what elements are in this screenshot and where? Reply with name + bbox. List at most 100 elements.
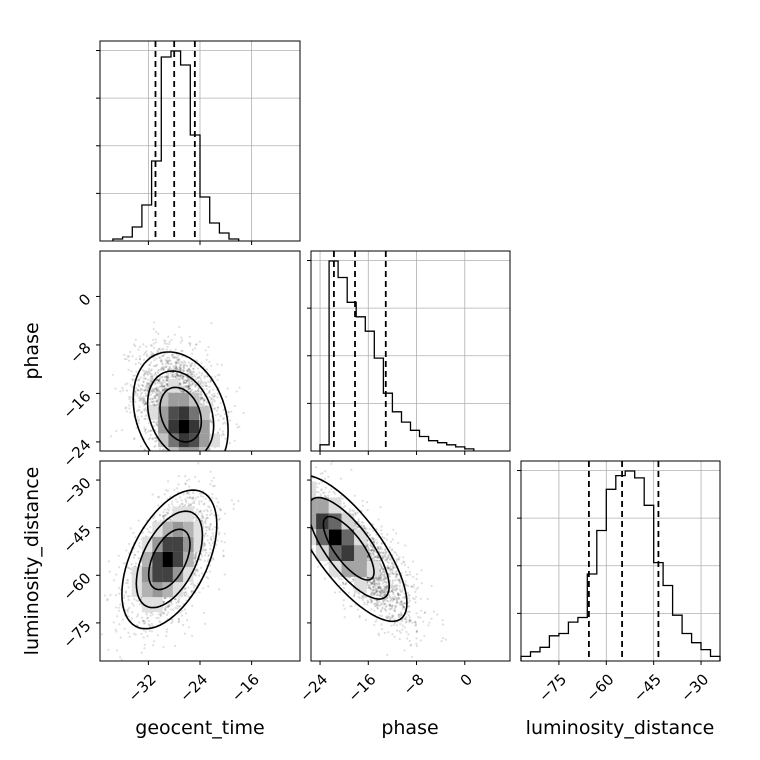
sample-point: [226, 387, 229, 390]
sample-point: [167, 368, 170, 371]
sample-point: [203, 542, 206, 545]
density-cell: [172, 582, 184, 598]
sample-point: [195, 511, 198, 514]
sample-point: [161, 389, 165, 393]
sample-point: [156, 349, 159, 352]
sample-point: [142, 401, 145, 404]
sample-point: [377, 604, 380, 607]
sample-point: [155, 389, 159, 392]
panel-frame: [99, 40, 301, 242]
sample-point: [367, 556, 370, 559]
sample-point: [203, 375, 206, 378]
sample-point: [125, 410, 128, 413]
sample-point: [212, 452, 214, 454]
sample-point: [134, 389, 137, 393]
sample-point: [370, 582, 373, 585]
sample-point: [206, 516, 209, 520]
sample-point: [164, 366, 167, 369]
sample-point: [190, 384, 193, 387]
sample-point: [160, 358, 163, 361]
sample-point: [142, 369, 145, 372]
sample-point: [142, 353, 145, 356]
sample-point: [174, 361, 177, 364]
sample-point: [159, 621, 162, 624]
sample-point: [138, 621, 141, 624]
sample-point: [161, 458, 163, 460]
sample-point: [95, 651, 97, 653]
sample-point: [157, 368, 160, 372]
sample-point: [414, 595, 418, 598]
sample-point: [179, 389, 182, 392]
sample-point: [170, 375, 173, 378]
sample-point: [155, 391, 158, 394]
sample-point: [123, 358, 126, 361]
sample-point: [210, 322, 213, 325]
sample-point: [202, 399, 206, 402]
sample-point: [154, 421, 157, 425]
sample-point: [187, 504, 190, 507]
sample-point: [164, 358, 167, 361]
sample-point: [177, 454, 179, 456]
sample-point: [196, 568, 199, 571]
sample-point: [180, 375, 183, 378]
sample-point: [157, 379, 160, 382]
sample-point: [165, 377, 168, 380]
sample-point: [164, 454, 166, 456]
sample-point: [400, 572, 403, 575]
sample-point: [236, 426, 239, 429]
sample-point: [374, 588, 377, 591]
sample-point: [119, 656, 122, 659]
sample-point: [185, 479, 189, 482]
sample-point: [154, 387, 158, 390]
sample-point: [184, 361, 187, 364]
sample-point: [182, 378, 185, 381]
sample-point: [227, 410, 230, 413]
sample-point: [154, 330, 158, 334]
sample-point: [155, 616, 158, 620]
sample-point: [154, 444, 157, 447]
sample-point: [156, 403, 159, 406]
sample-point: [153, 396, 156, 400]
sample-point: [195, 484, 197, 486]
sample-point: [379, 572, 382, 575]
sample-point: [167, 374, 170, 377]
sample-point: [163, 612, 166, 615]
sample-point: [182, 624, 185, 627]
sample-point: [389, 565, 392, 568]
sample-point: [145, 350, 148, 353]
sample-point: [191, 452, 193, 454]
sample-point: [364, 618, 367, 622]
sample-point: [203, 502, 206, 505]
sample-point: [194, 475, 197, 478]
sample-point: [178, 620, 181, 623]
sample-point: [179, 374, 182, 377]
sample-point: [161, 515, 165, 518]
sample-point: [169, 495, 172, 498]
sample-point: [115, 573, 118, 576]
sample-point: [127, 615, 130, 618]
sample-point: [115, 606, 118, 609]
sample-point: [178, 358, 181, 361]
sample-point: [193, 501, 196, 505]
sample-point: [178, 366, 181, 369]
sample-point: [197, 510, 201, 513]
sample-point: [194, 574, 197, 577]
sample-point: [177, 374, 180, 377]
sample-point: [203, 554, 207, 557]
sample-point: [144, 402, 147, 405]
sample-point: [162, 600, 166, 603]
sample-point: [149, 397, 152, 400]
sample-point: [204, 532, 207, 535]
sample-point: [138, 399, 141, 402]
sample-point: [155, 423, 158, 426]
sample-point: [207, 558, 210, 561]
sample-point: [143, 400, 146, 403]
sample-point: [149, 433, 152, 437]
sample-point: [116, 649, 119, 652]
sample-point: [163, 514, 166, 518]
sample-point: [126, 595, 129, 598]
sample-point: [186, 365, 189, 368]
sample-point: [128, 635, 131, 638]
sample-point: [403, 602, 406, 605]
sample-point: [163, 467, 165, 469]
